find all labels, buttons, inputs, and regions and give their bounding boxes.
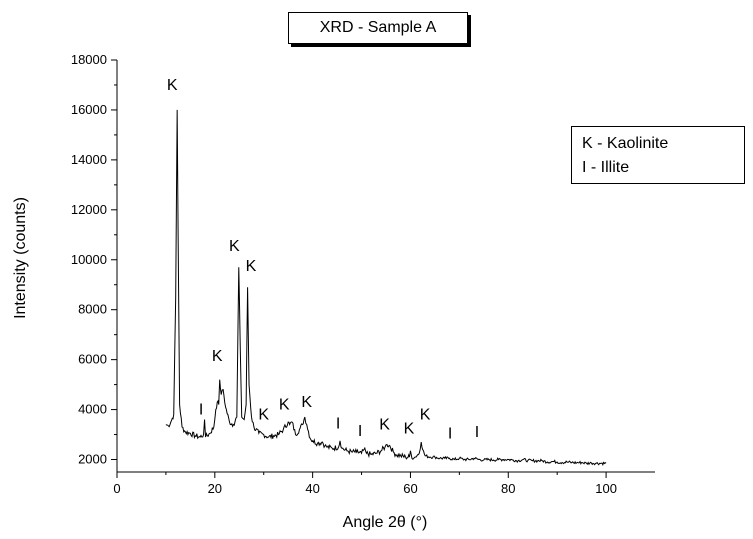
y-tick-label: 12000 [71, 202, 107, 217]
peak-label: K [258, 407, 269, 424]
peak-label: K [420, 407, 431, 424]
peak-label: I [475, 424, 479, 441]
chart-title-box: XRD - Sample A [288, 12, 468, 44]
y-tick-label: 8000 [78, 302, 107, 317]
peak-label: K [301, 394, 312, 411]
x-axis-title: Angle 2θ (°) [343, 514, 428, 531]
y-tick-label: 16000 [71, 102, 107, 117]
peak-label: I [448, 425, 452, 442]
x-tick-label: 20 [208, 481, 222, 496]
x-tick-label: 0 [113, 481, 120, 496]
legend-entry-kaolinite: K - Kaolinite [582, 135, 669, 152]
peak-label: I [358, 423, 362, 440]
x-tick-label: 60 [403, 481, 417, 496]
y-axis-title: Intensity (counts) [12, 197, 29, 319]
peak-label: I [336, 415, 340, 432]
series-line-0 [165, 109, 607, 466]
y-tick-label: 14000 [71, 152, 107, 167]
peak-label: K [167, 77, 178, 94]
x-tick-label: 40 [305, 481, 319, 496]
x-tick-label: 80 [501, 481, 515, 496]
legend: K - Kaolinite I - Illite [571, 126, 745, 184]
peak-label: K [404, 420, 415, 437]
y-tick-label: 6000 [78, 352, 107, 367]
peak-label: K [229, 238, 240, 255]
peak-label: K [279, 397, 290, 414]
peak-label: K [379, 417, 390, 434]
x-tick-label: 100 [595, 481, 617, 496]
peak-label: I [199, 402, 203, 419]
peak-label: K [246, 258, 257, 275]
y-tick-label: 10000 [71, 252, 107, 267]
y-tick-label: 2000 [78, 452, 107, 467]
y-tick-label: 18000 [71, 52, 107, 67]
chart-title: XRD - Sample A [319, 19, 437, 36]
peak-label: K [212, 348, 223, 365]
legend-entry-illite: I - Illite [582, 159, 630, 176]
y-tick-label: 4000 [78, 402, 107, 417]
